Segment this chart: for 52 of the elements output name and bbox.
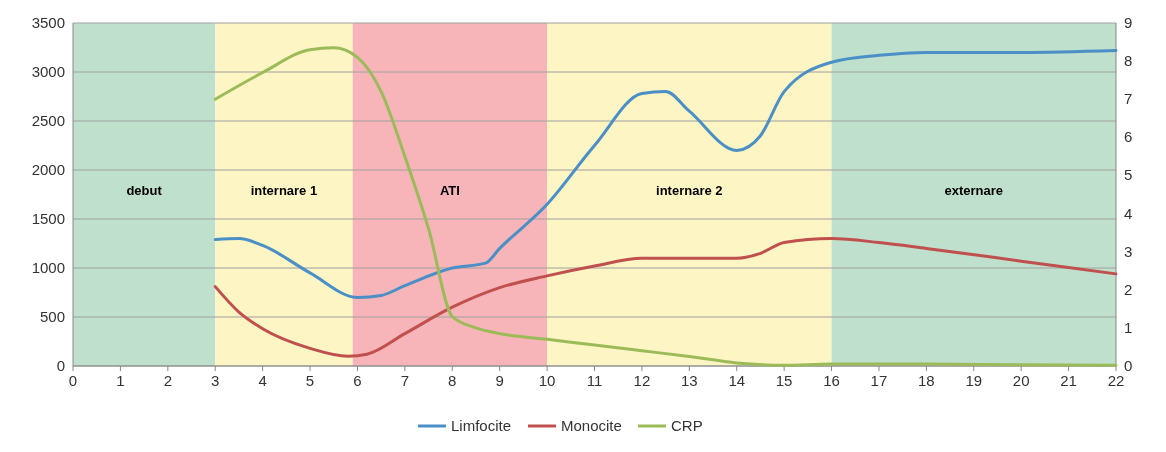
x-tick-label: 21 [1060,372,1077,389]
y-tick-label: 1500 [31,210,65,227]
line-series [213,48,1118,299]
x-tick-label: 4 [258,372,267,389]
band-label: debut [126,182,163,198]
y2-tick-label: 4 [1124,204,1133,222]
x-tick-label: 5 [305,372,315,389]
y-tick-label: 3000 [31,63,65,80]
band-label: ATI [439,182,460,198]
y2-tick-label: 5 [1124,166,1133,184]
band-label: internare 1 [250,182,318,198]
y2-tick-label: 1 [1124,318,1133,336]
y2-tick-label: 6 [1124,128,1133,146]
legend-label: CRP [671,417,703,434]
x-tick-label: 19 [965,372,983,389]
y-tick-label: 0 [56,357,65,374]
x-tick-label: 12 [633,372,651,389]
y-tick-label: 2500 [31,112,65,129]
legend-label: Limfocite [451,417,512,434]
x-tick-label: 17 [870,372,888,389]
x-tick-label: 22 [1107,372,1125,389]
legend-label: Monocite [561,417,622,434]
line-series [213,46,1118,367]
x-tick-label: 0 [68,372,78,389]
x-tick-label: 14 [728,372,746,389]
band-label: internare 2 [656,182,723,198]
y2-tick-label: 2 [1124,280,1133,298]
x-tick-label: 13 [680,372,698,389]
y2-tick-label: 0 [1124,357,1133,374]
x-tick-label: 16 [823,372,840,389]
y-tick-label: 2000 [31,161,65,178]
x-tick-label: 3 [211,372,220,389]
x-tick-label: 18 [918,372,935,389]
y2-tick-label: 8 [1124,52,1133,70]
y2-tick-label: 3 [1124,242,1133,260]
x-tick-label: 1 [116,372,125,389]
y-tick-label: 1000 [31,259,65,276]
x-tick-label: 8 [448,372,457,389]
x-tick-label: 15 [775,372,793,389]
x-tick-label: 11 [586,372,603,389]
y2-tick-label: 9 [1124,14,1133,31]
y-tick-label: 500 [39,308,65,325]
line-series [213,237,1118,358]
x-tick-label: 6 [353,372,362,389]
x-tick-label: 20 [1012,372,1030,389]
band-label: externare [944,182,1004,198]
x-tick-label: 7 [400,372,410,389]
x-tick-label: 10 [538,372,556,389]
x-tick-label: 9 [495,372,504,389]
x-tick-label: 2 [163,372,172,389]
y-tick-label: 3500 [31,14,65,31]
y2-tick-label: 7 [1124,90,1133,108]
